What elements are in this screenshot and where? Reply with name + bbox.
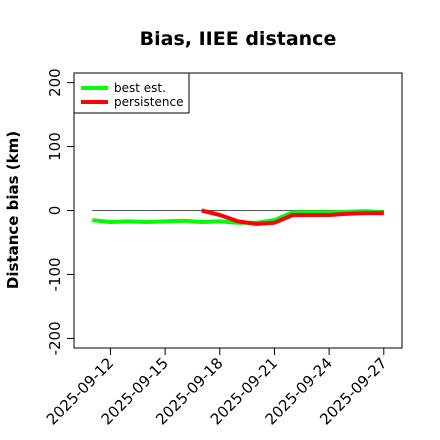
- legend-label-persistence: persistence: [114, 95, 183, 109]
- y-tick-label: -200: [46, 321, 64, 355]
- y-tick-label: 0: [46, 206, 64, 216]
- series-layer: [91, 208, 384, 226]
- y-tick-label: -100: [46, 257, 64, 291]
- legend-label-best-est: best est.: [114, 81, 166, 95]
- legend-box: [73, 72, 190, 114]
- x-axis: 2025-09-122025-09-152025-09-182025-09-21…: [43, 348, 391, 428]
- y-tick-label: 100: [46, 132, 64, 161]
- y-axis-label: Distance bias (km): [4, 131, 22, 289]
- y-axis: -200 -100 0 100 200: [46, 68, 74, 355]
- chart-title: Bias, IIEE distance: [140, 28, 337, 50]
- legend: best est. persistence: [73, 72, 190, 114]
- series-line-persistence: [201, 208, 384, 226]
- y-tick-label: 200: [46, 68, 64, 97]
